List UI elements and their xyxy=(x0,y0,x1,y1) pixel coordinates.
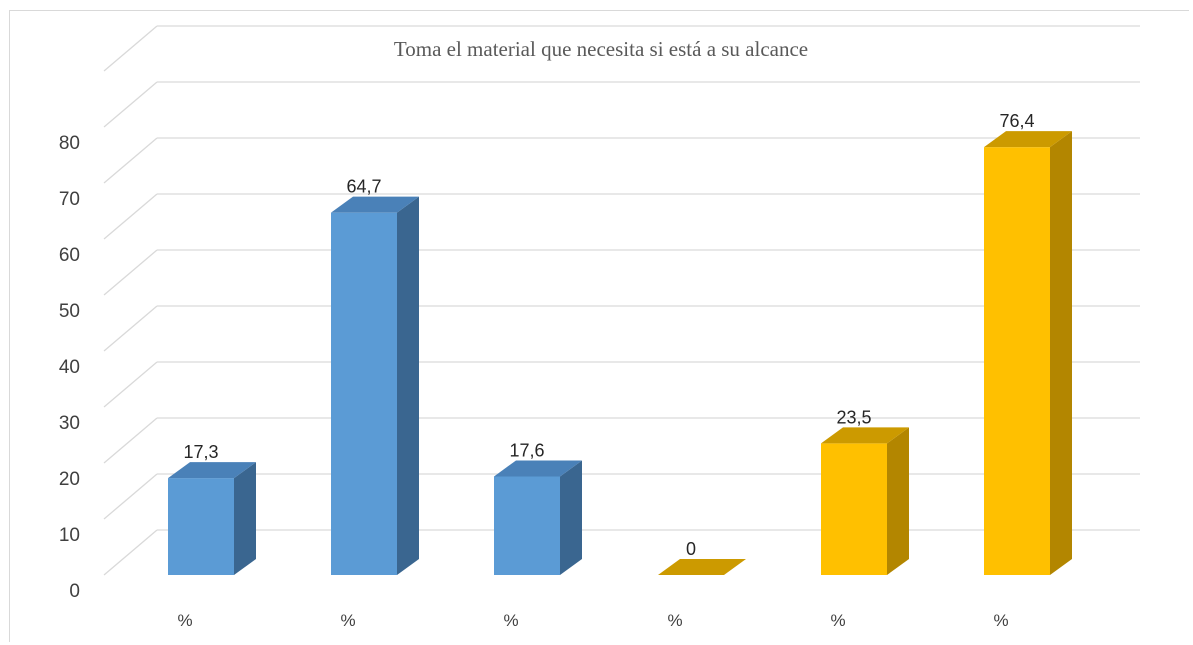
bar-top xyxy=(984,131,1072,148)
data-label: 17,3 xyxy=(183,442,218,462)
x-category-label: % xyxy=(993,611,1008,630)
gridline-depth xyxy=(103,249,158,296)
data-label: 23,5 xyxy=(836,407,871,427)
data-labels: 17,3 64,7 17,6 0 23,5 76,4 xyxy=(183,111,1034,559)
bar-top xyxy=(658,559,746,575)
data-label: 64,7 xyxy=(346,177,381,197)
y-axis-ticks: 0 10 20 30 40 50 60 70 80 xyxy=(59,133,80,602)
bar-top xyxy=(168,462,256,479)
bar-top xyxy=(331,196,419,213)
bar-side xyxy=(1050,131,1072,575)
bar-front xyxy=(984,147,1050,575)
gridlines xyxy=(103,25,1140,576)
gridline-depth xyxy=(103,361,158,408)
gridline-depth xyxy=(103,193,158,240)
bar xyxy=(494,460,582,575)
y-tick-label: 50 xyxy=(59,301,80,322)
bar-side xyxy=(560,460,582,575)
gridline-depth xyxy=(103,137,158,184)
data-label: 0 xyxy=(686,539,696,559)
bar xyxy=(658,559,746,575)
bar-side xyxy=(234,462,256,575)
x-category-label: % xyxy=(340,611,355,630)
bar xyxy=(331,196,419,575)
x-category-label: % xyxy=(667,611,682,630)
bar-top xyxy=(821,427,909,444)
chart-title: Toma el material que necesita si está a … xyxy=(394,37,808,61)
y-tick-label: 10 xyxy=(59,525,80,546)
y-tick-label: 70 xyxy=(59,189,80,210)
bar-front xyxy=(821,443,887,575)
gridline-depth xyxy=(103,25,158,72)
bar xyxy=(984,131,1072,575)
y-tick-label: 40 xyxy=(59,357,80,378)
bars xyxy=(168,131,1072,575)
y-tick-label: 80 xyxy=(59,133,80,154)
gridline-depth xyxy=(103,473,158,520)
gridline-depth xyxy=(103,81,158,128)
y-tick-label: 60 xyxy=(59,245,80,266)
gridline-depth xyxy=(103,305,158,352)
y-tick-label: 20 xyxy=(59,469,80,490)
x-category-label: % xyxy=(503,611,518,630)
x-category-label: % xyxy=(177,611,192,630)
data-label: 76,4 xyxy=(999,111,1034,131)
bar-front xyxy=(331,212,397,575)
y-tick-label: 30 xyxy=(59,413,80,434)
bar-side xyxy=(887,427,909,575)
bar-front xyxy=(494,476,560,575)
chart-frame xyxy=(9,10,1189,642)
bar-side xyxy=(397,196,419,575)
bar xyxy=(168,462,256,575)
x-category-label: % xyxy=(830,611,845,630)
data-label: 17,6 xyxy=(509,440,544,460)
bar-front xyxy=(168,478,234,575)
gridline-depth xyxy=(103,417,158,464)
bar-top xyxy=(494,460,582,477)
y-tick-label: 0 xyxy=(69,581,80,602)
gridline-depth xyxy=(103,529,158,576)
bar xyxy=(821,427,909,575)
x-axis-categories: %%%%%% xyxy=(177,611,1008,630)
